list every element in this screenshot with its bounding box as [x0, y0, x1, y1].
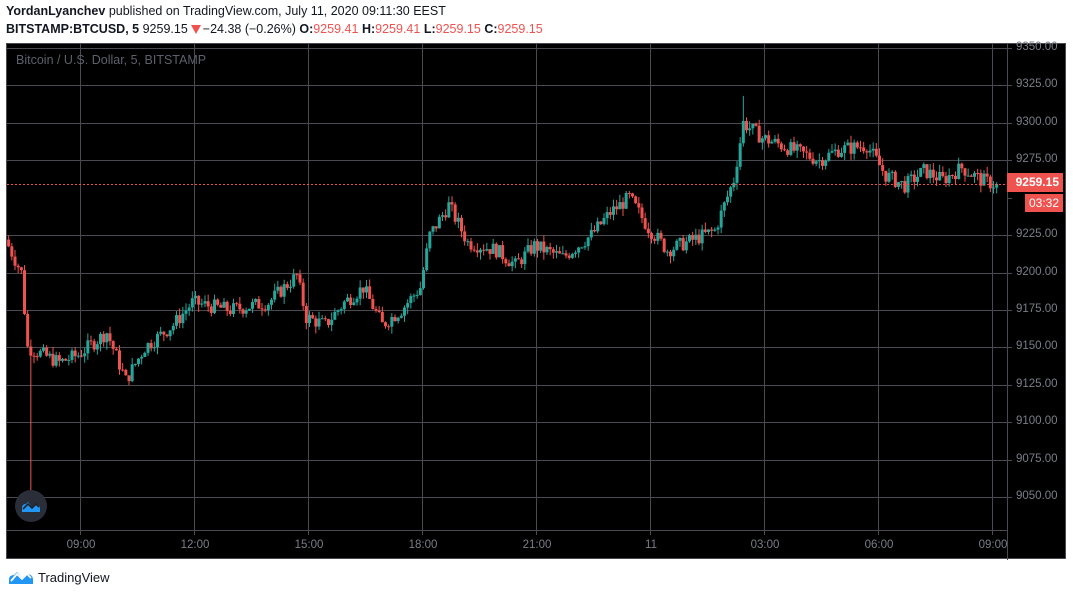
close-value: 9259.15: [497, 22, 543, 36]
symbol-info: BITSTAMP:BTCUSD, 5 9259.15 −24.38 (−0.26%…: [6, 22, 543, 36]
price-tick-label: 9300.00: [1016, 115, 1058, 128]
open-value: 9259.41: [313, 22, 359, 36]
time-tick-label: 09:00: [978, 539, 1008, 551]
tradingview-badge[interactable]: [15, 490, 47, 522]
last-price: 9259.15: [142, 22, 188, 36]
price-tick-label: 9200.00: [1016, 265, 1058, 278]
price-tick-label: 9275.00: [1016, 153, 1058, 166]
time-tick-label: 15:00: [294, 539, 324, 551]
time-tick-label: 03:00: [750, 539, 780, 551]
high-value: 9259.41: [375, 22, 421, 36]
chart-pane[interactable]: Bitcoin / U.S. Dollar, 5, BITSTAMP 9350.…: [6, 41, 1067, 560]
price-tick-label: 9150.00: [1016, 340, 1058, 353]
time-tick-label: 09:00: [66, 539, 96, 551]
tradingview-logo-icon: [9, 572, 33, 584]
price-tick-label: 9125.00: [1016, 377, 1058, 390]
chart-legend: Bitcoin / U.S. Dollar, 5, BITSTAMP: [16, 53, 207, 67]
publish-info: YordanLyanchev published on TradingView.…: [6, 4, 446, 18]
time-tick-label: 21:00: [522, 539, 552, 551]
low-label: L:: [423, 22, 436, 36]
price-tick-label: 9175.00: [1016, 302, 1058, 315]
price-tick-label: 9100.00: [1016, 415, 1058, 428]
time-tick-label: 11: [645, 539, 657, 551]
price-change: −24.38 (−0.26%): [202, 22, 296, 36]
price-tick-label: 9075.00: [1016, 452, 1058, 465]
price-tick-label: 9325.00: [1016, 78, 1058, 91]
last-price-label: 9259.15: [1007, 173, 1063, 192]
published-text: published on TradingView.com, July 11, 2…: [108, 4, 446, 18]
time-tick-label: 18:00: [408, 539, 438, 551]
candlestick-plot[interactable]: [7, 44, 1067, 560]
bar-countdown-label: 03:32: [1025, 194, 1063, 212]
time-tick-label: 12:00: [180, 539, 210, 551]
close-label: C:: [484, 22, 498, 36]
open-label: O:: [299, 22, 314, 36]
tradingview-logo-icon: [22, 502, 40, 512]
high-label: H:: [361, 22, 376, 36]
low-value: 9259.15: [435, 22, 481, 36]
author-name[interactable]: YordanLyanchev: [6, 4, 106, 18]
symbol-label: BITSTAMP:BTCUSD, 5: [6, 22, 140, 36]
down-triangle-icon: [190, 25, 201, 34]
footer-brand[interactable]: TradingView: [8, 569, 110, 585]
time-tick-label: 06:00: [864, 539, 894, 551]
brand-name: TradingView: [38, 569, 110, 585]
price-tick-label: 9225.00: [1016, 228, 1058, 241]
price-tick-label: 9350.00: [1016, 41, 1058, 53]
price-tick-label: 9050.00: [1016, 490, 1058, 503]
